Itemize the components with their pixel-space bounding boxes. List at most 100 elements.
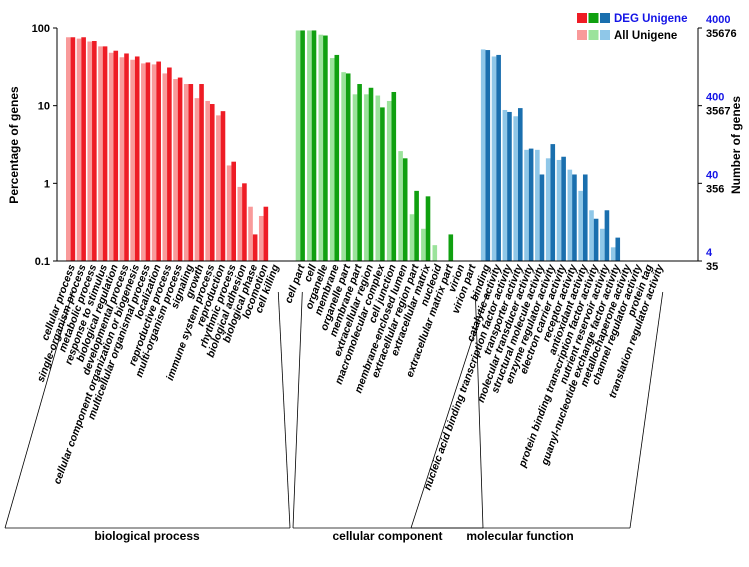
left-tick-label: 0.1 <box>35 256 50 268</box>
bar-deg-unigene <box>113 50 119 262</box>
bar-deg-unigene <box>311 30 317 262</box>
bar-deg-unigene <box>368 87 374 262</box>
legend-swatch <box>600 13 610 23</box>
y-axis-label: Percentage of genes <box>7 86 21 204</box>
category-label: cell <box>302 262 320 284</box>
bar-all-unigene <box>600 228 605 261</box>
bar-all-unigene <box>119 57 125 262</box>
bar-all-unigene <box>258 215 264 261</box>
bar-all-unigene <box>130 59 135 262</box>
bar-all-unigene <box>216 115 221 262</box>
bar-all-unigene <box>567 169 573 261</box>
bar-all-unigene <box>386 100 392 261</box>
axes-layer <box>56 28 699 262</box>
legend: DEG Unigene All Unigene <box>577 13 687 42</box>
bar-all-unigene <box>589 210 594 261</box>
left-tick-label: 1 <box>44 178 50 190</box>
bar-deg-unigene <box>485 50 491 262</box>
right-tick-label-deg: 4 <box>706 247 713 259</box>
bar-all-unigene <box>108 52 114 262</box>
bar-all-unigene <box>502 109 508 261</box>
left-tick-label: 10 <box>38 101 50 113</box>
bar-all-unigene <box>226 165 232 261</box>
bar-deg-unigene <box>323 35 328 261</box>
bar-deg-unigene <box>124 53 129 261</box>
bar-all-unigene <box>341 72 346 261</box>
right-tick-label-all: 35 <box>706 261 718 273</box>
bar-all-unigene <box>141 63 146 261</box>
bar-deg-unigene <box>92 41 97 262</box>
bar-all-unigene <box>307 30 312 262</box>
bar-all-unigene <box>409 214 415 261</box>
right-tick-label-all: 3567 <box>706 106 730 118</box>
bar-deg-unigene <box>561 156 566 261</box>
category-label: cell part <box>283 262 308 304</box>
bar-deg-unigene <box>345 73 351 261</box>
right-tick-label-deg: 4000 <box>706 14 730 26</box>
bar-all-unigene <box>545 158 551 261</box>
bar-deg-unigene <box>242 183 247 261</box>
bar-deg-unigene <box>145 62 151 262</box>
bar-all-unigene <box>578 190 583 261</box>
group-bracket-left <box>410 291 488 529</box>
group-bracket-left <box>292 291 303 529</box>
bar-deg-unigene <box>220 111 226 262</box>
legend-swatch <box>588 30 599 40</box>
bar-deg-unigene <box>334 54 340 262</box>
bar-deg-unigene <box>402 158 408 261</box>
bar-all-unigene <box>318 34 324 261</box>
bar-all-unigene <box>248 206 253 261</box>
bar-all-unigene <box>352 94 358 261</box>
legend-swatch <box>588 13 599 23</box>
bar-deg-unigene <box>81 37 86 262</box>
bar-deg-unigene <box>582 174 588 261</box>
bar-all-unigene <box>205 100 210 261</box>
bar-deg-unigene <box>357 84 362 262</box>
bar-all-unigene <box>421 228 426 261</box>
bar-deg-unigene <box>102 46 108 262</box>
bar-deg-unigene <box>496 54 501 262</box>
bar-deg-unigene <box>539 174 545 261</box>
bar-all-unigene <box>524 149 529 261</box>
group-brackets: biological process cellular component mole… <box>4 291 664 543</box>
right-tick-label-deg: 40 <box>706 169 718 181</box>
bar-all-unigene <box>535 149 540 261</box>
bar-deg-unigene <box>231 161 236 261</box>
right-tick-label-all: 356 <box>706 183 724 195</box>
bar-deg-unigene <box>528 148 534 261</box>
bar-all-unigene <box>295 30 301 262</box>
bar-deg-unigene <box>167 67 172 261</box>
bar-deg-unigene <box>593 218 599 261</box>
bar-all-unigene <box>173 79 178 261</box>
bar-deg-unigene <box>199 84 204 262</box>
bar-all-unigene <box>87 41 93 262</box>
bar-all-unigene <box>237 186 243 261</box>
legend-swatch <box>577 13 587 23</box>
bar-deg-unigene <box>604 210 610 261</box>
group-bracket-right <box>629 291 664 529</box>
bar-deg-unigene <box>188 84 194 262</box>
bar-all-unigene <box>491 56 497 261</box>
bar-all-unigene <box>162 73 168 261</box>
bar-deg-unigene <box>70 37 76 262</box>
left-tick-label: 100 <box>32 23 50 35</box>
bar-all-unigene <box>66 37 71 262</box>
bar-all-unigene <box>98 46 103 262</box>
group-bracket-right <box>474 291 484 529</box>
bar-deg-unigene <box>391 91 397 262</box>
bar-all-unigene <box>375 95 381 261</box>
bar-deg-unigene <box>507 111 512 261</box>
bar-all-unigene <box>194 98 200 261</box>
bars-layer <box>66 30 621 262</box>
legend-swatch <box>600 30 610 40</box>
bar-all-unigene <box>76 38 82 262</box>
legend-label: All Unigene <box>614 30 677 42</box>
bar-all-unigene <box>432 245 438 261</box>
bar-deg-unigene <box>550 144 556 261</box>
bar-deg-unigene <box>517 108 523 261</box>
bar-all-unigene <box>610 247 616 261</box>
group-bracket-right <box>277 291 291 529</box>
bar-deg-unigene <box>263 206 269 261</box>
